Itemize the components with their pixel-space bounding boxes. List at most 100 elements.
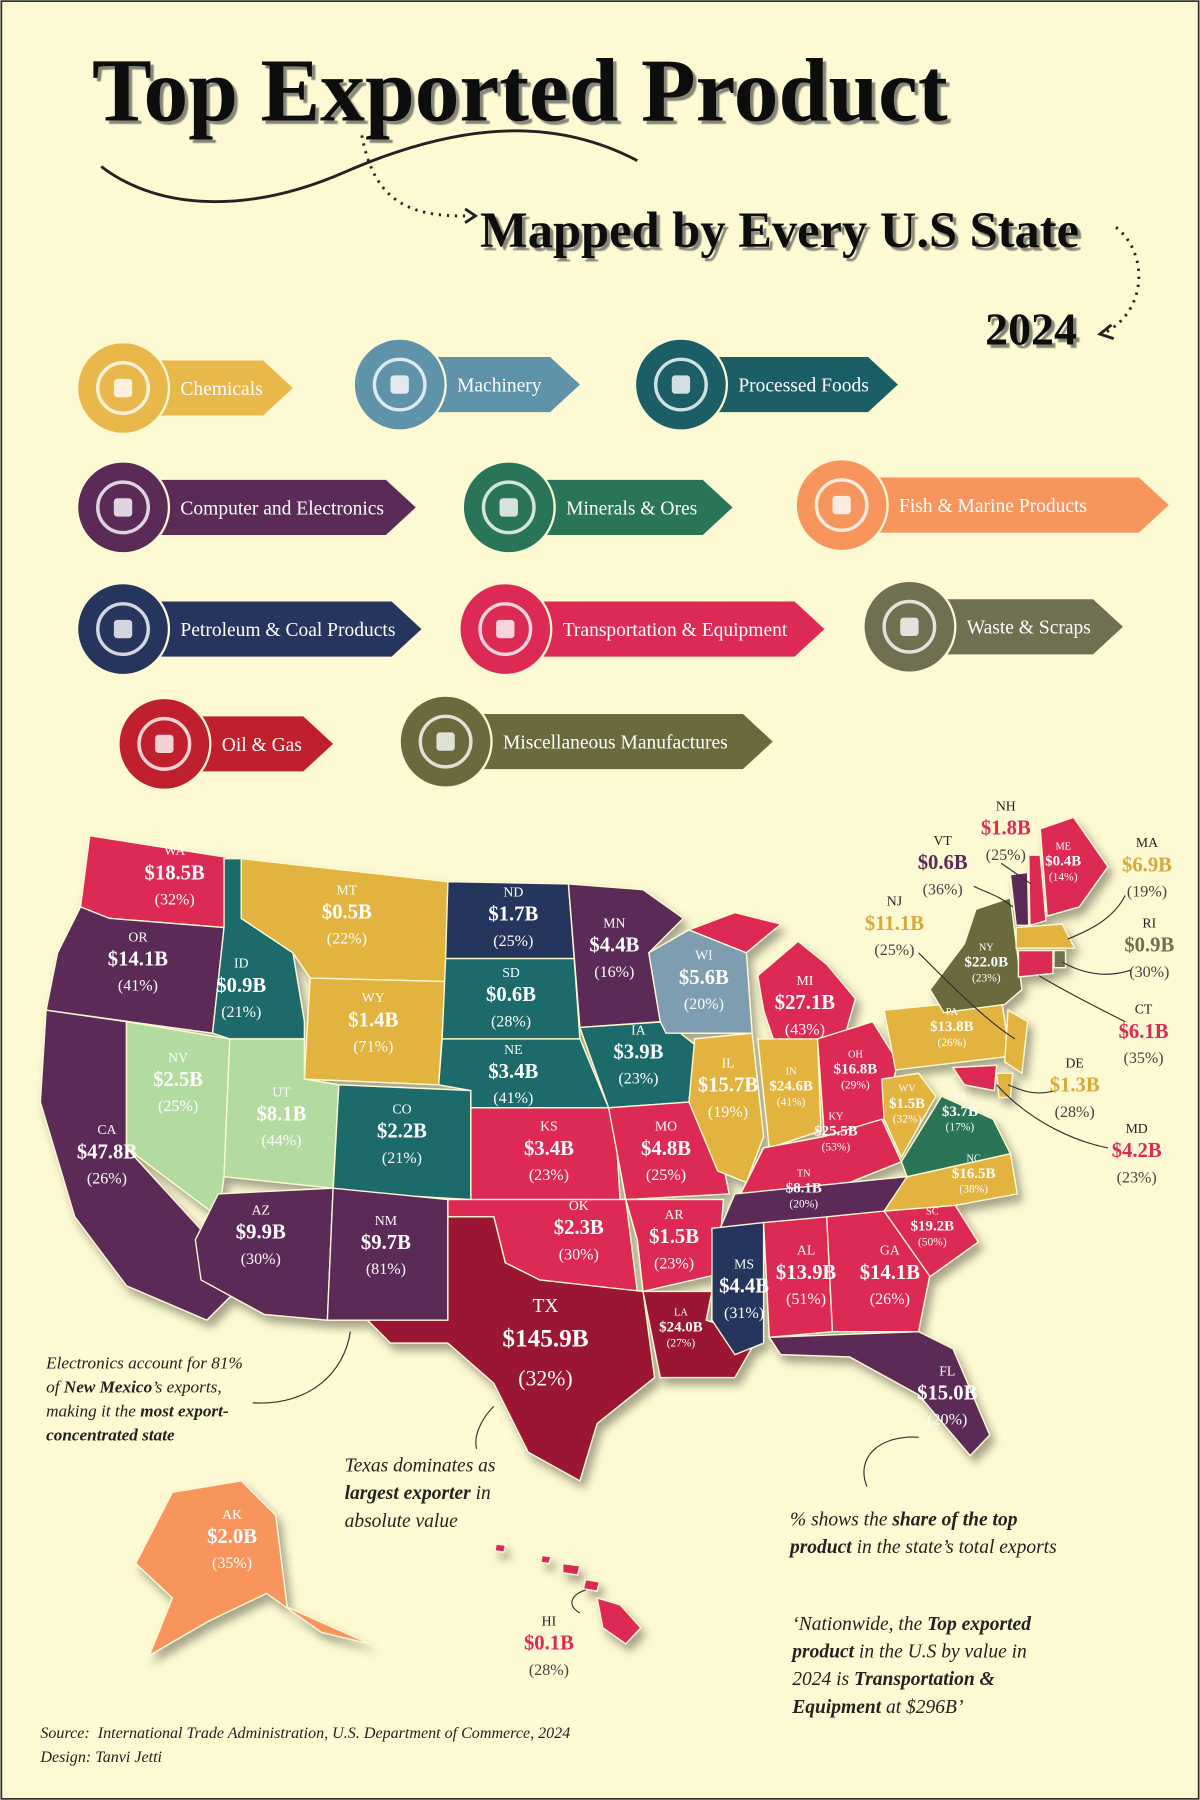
annotation-text: Equipment <box>791 1697 881 1718</box>
state-share: (23%) <box>1117 1169 1157 1186</box>
legend-ribbon <box>123 479 416 535</box>
legend-icon <box>814 478 869 533</box>
state-share: (23%) <box>529 1167 569 1184</box>
state <box>624 1198 725 1293</box>
state-share: (28%) <box>529 1662 569 1679</box>
legend-item: Minerals & Ores <box>461 460 733 555</box>
state-share: (21%) <box>382 1150 422 1167</box>
state-value: $14.1B <box>108 948 168 970</box>
state-abbr: IA <box>631 1022 646 1037</box>
annotation-line: absolute value <box>345 1511 459 1532</box>
legend-icon <box>113 498 133 517</box>
state-abbr: IN <box>786 1066 797 1077</box>
state-share: (32%) <box>155 892 195 909</box>
annotation-line: Electronics account for 81% <box>45 1353 243 1372</box>
annotation-line: largest exporter in <box>345 1483 491 1504</box>
legend-label: Miscellaneous Manufactures <box>503 732 728 753</box>
state-value: $0.6B <box>486 984 536 1006</box>
decor-arrowhead <box>464 207 479 224</box>
title: Top Exported Product <box>92 42 948 141</box>
annotation-text: New Mexico <box>63 1377 153 1396</box>
state-abbr: WI <box>695 948 713 963</box>
state-abbr: AR <box>664 1207 684 1222</box>
annotation-text: Texas dominates as <box>345 1456 496 1477</box>
state-value: $0.6B <box>918 852 968 874</box>
state-value: $25.5B <box>814 1123 858 1139</box>
state-value: $1.5B <box>889 1096 925 1112</box>
state <box>1015 923 1076 949</box>
state-value: $3.4B <box>524 1138 574 1160</box>
design-credit: Design: Tanvi Jetti <box>39 1749 162 1766</box>
legend-item: Chemicals <box>75 340 293 436</box>
state-value: $4.2B <box>1112 1140 1162 1162</box>
state-share: (20%) <box>789 1199 818 1211</box>
annotation-text: in <box>471 1483 491 1504</box>
state <box>951 1064 998 1092</box>
state <box>1009 871 1030 926</box>
state-value: $2.3B <box>554 1217 604 1239</box>
state-share: (53%) <box>822 1141 851 1153</box>
leader-lines <box>252 862 1132 1614</box>
leader-line <box>1000 862 1032 885</box>
state-value: $6.9B <box>1122 854 1172 876</box>
state-abbr: VT <box>933 833 952 848</box>
legend-label: Machinery <box>457 375 542 396</box>
state-share: (81%) <box>366 1261 406 1278</box>
state-share: (22%) <box>327 931 367 948</box>
state-abbr: MD <box>1126 1121 1148 1136</box>
state-abbr: MO <box>655 1119 677 1134</box>
annotation-text: ’s exports, <box>152 1377 221 1396</box>
leader-line <box>475 1405 495 1449</box>
annotation-text: % shows the <box>790 1510 892 1531</box>
state-value: $4.8B <box>641 1138 691 1160</box>
state <box>900 1095 1012 1178</box>
state-value: $16.8B <box>834 1061 878 1077</box>
state-value: $2.2B <box>377 1121 427 1143</box>
state-abbr: NM <box>375 1213 397 1228</box>
annotation-text: ‘Nationwide, the <box>792 1614 927 1635</box>
legend-icon <box>96 602 150 657</box>
state-value: $13.9B <box>776 1262 836 1284</box>
legend-item: Fish & Marine Products <box>794 458 1169 553</box>
annotation-text: making it the <box>46 1402 140 1421</box>
annotation-line: % shows the share of the top <box>790 1510 1018 1531</box>
state-value: $3.7B <box>942 1104 978 1120</box>
annotation-text: concentrated state <box>46 1426 175 1445</box>
state-share: (71%) <box>353 1039 393 1056</box>
state-value: $15.7B <box>698 1075 758 1097</box>
state-abbr: ND <box>503 885 523 900</box>
state-value: $0.9B <box>1124 935 1174 957</box>
annotation-text: in the state’s total exports <box>852 1537 1057 1558</box>
state-share: (28%) <box>491 1013 531 1030</box>
state-share: (25%) <box>646 1167 686 1184</box>
annotation-line: 2024 is Transportation & <box>792 1669 994 1690</box>
state-share: (29%) <box>841 1079 870 1091</box>
state-abbr: MS <box>734 1256 754 1271</box>
state-value: $1.3B <box>1050 1075 1100 1097</box>
state <box>134 1480 371 1657</box>
state-share: (20%) <box>684 996 724 1013</box>
annotation-line: concentrated state <box>46 1426 175 1445</box>
leader-line <box>918 952 1016 1040</box>
leader-line <box>1007 1084 1057 1094</box>
state-share: (25%) <box>986 847 1026 864</box>
state-abbr: NV <box>168 1050 188 1065</box>
legend-item: Petroleum & Coal Products <box>75 582 422 677</box>
state-share: (41%) <box>777 1096 806 1108</box>
legend-label: Minerals & Ores <box>566 498 697 519</box>
state-value: $47.8B <box>77 1141 137 1163</box>
state-abbr: SC <box>926 1207 939 1218</box>
legend-item: Computer and Electronics <box>75 460 416 555</box>
state-share: (32%) <box>893 1114 922 1126</box>
state-abbr: VA <box>953 1092 967 1103</box>
state-abbr: WA <box>164 843 185 858</box>
legend-icon <box>653 357 708 412</box>
state-share: (41%) <box>493 1090 533 1107</box>
state-abbr: NY <box>979 943 994 954</box>
state-value: $24.0B <box>659 1320 703 1336</box>
legend-ribbon <box>909 599 1123 655</box>
state-abbr: MT <box>337 882 358 897</box>
legend-ribbon <box>445 714 773 770</box>
state-value: $2.5B <box>153 1069 203 1091</box>
